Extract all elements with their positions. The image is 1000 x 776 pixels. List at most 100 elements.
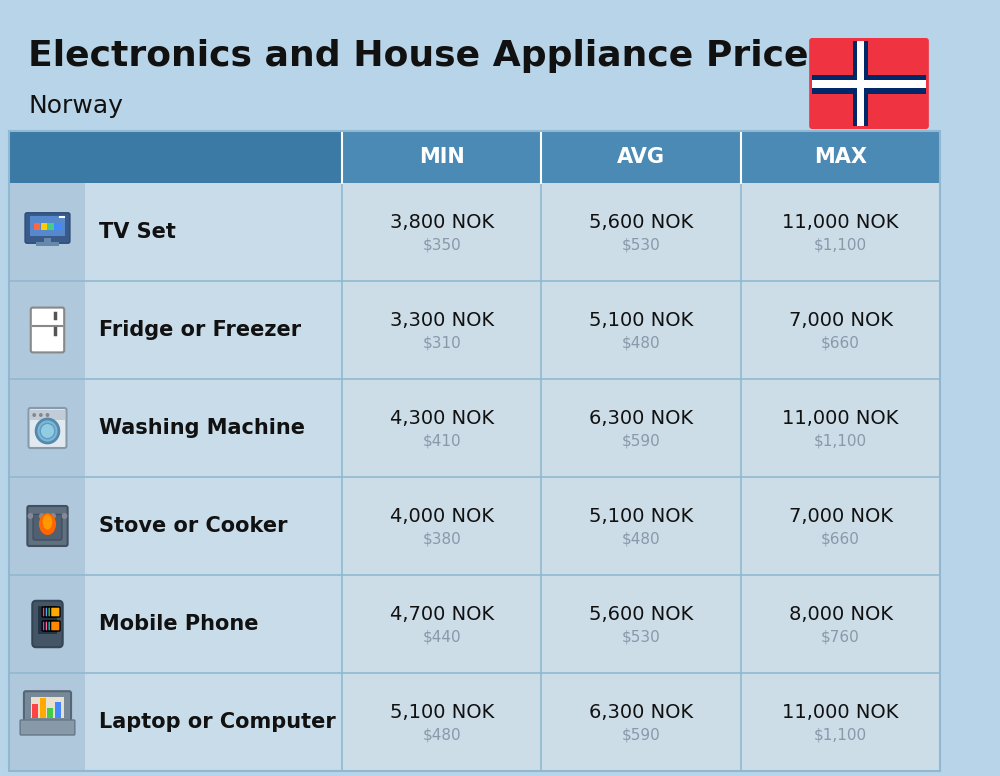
Text: 6,300 NOK: 6,300 NOK — [589, 408, 693, 428]
Bar — [55, 702, 61, 718]
Bar — [40, 698, 46, 718]
Bar — [54, 223, 61, 230]
Bar — [9, 131, 85, 183]
Bar — [30, 216, 65, 237]
FancyBboxPatch shape — [27, 506, 68, 546]
Text: 6,300 NOK: 6,300 NOK — [589, 702, 693, 722]
FancyBboxPatch shape — [48, 621, 57, 631]
Bar — [9, 281, 85, 379]
FancyBboxPatch shape — [51, 621, 60, 631]
Text: 5,100 NOK: 5,100 NOK — [390, 702, 494, 722]
Bar — [9, 379, 940, 477]
Bar — [85, 131, 342, 183]
Circle shape — [28, 513, 33, 519]
Text: $440: $440 — [422, 629, 461, 645]
Text: Norway: Norway — [28, 94, 123, 118]
Text: 5,600 NOK: 5,600 NOK — [589, 605, 693, 623]
Text: $590: $590 — [622, 728, 660, 743]
Circle shape — [39, 513, 45, 519]
Text: Electronics and House Appliance Prices: Electronics and House Appliance Prices — [28, 39, 830, 73]
FancyBboxPatch shape — [20, 720, 75, 735]
FancyBboxPatch shape — [45, 607, 54, 617]
Bar — [85, 673, 342, 771]
Text: $480: $480 — [622, 532, 660, 546]
Circle shape — [39, 413, 43, 417]
FancyBboxPatch shape — [28, 408, 66, 448]
Text: $380: $380 — [422, 532, 461, 546]
Bar — [41, 223, 47, 230]
Text: Stove or Cooker: Stove or Cooker — [99, 516, 287, 536]
Text: 4,300 NOK: 4,300 NOK — [390, 408, 494, 428]
Circle shape — [36, 419, 59, 443]
Ellipse shape — [39, 513, 56, 535]
FancyBboxPatch shape — [42, 621, 52, 631]
Bar — [9, 673, 85, 771]
Text: $1,100: $1,100 — [814, 434, 867, 449]
Circle shape — [32, 413, 36, 417]
FancyBboxPatch shape — [24, 691, 71, 724]
Text: 8,000 NOK: 8,000 NOK — [789, 605, 893, 623]
FancyBboxPatch shape — [25, 213, 70, 243]
Bar — [47, 708, 53, 718]
FancyBboxPatch shape — [32, 601, 63, 647]
FancyBboxPatch shape — [51, 607, 60, 617]
Bar — [853, 41, 868, 126]
Text: $590: $590 — [622, 434, 660, 449]
Text: $350: $350 — [422, 237, 461, 252]
Text: $480: $480 — [622, 335, 660, 351]
Text: $660: $660 — [821, 335, 860, 351]
Bar — [9, 575, 85, 673]
Bar — [85, 183, 342, 281]
Bar — [85, 379, 342, 477]
Bar — [9, 281, 940, 379]
Text: $760: $760 — [821, 629, 860, 645]
Bar — [9, 379, 85, 477]
Text: 7,000 NOK: 7,000 NOK — [789, 507, 893, 525]
Text: 11,000 NOK: 11,000 NOK — [782, 213, 899, 231]
Text: 4,000 NOK: 4,000 NOK — [390, 507, 494, 525]
Bar — [857, 41, 864, 126]
Bar — [9, 477, 85, 575]
FancyBboxPatch shape — [31, 307, 64, 352]
Text: $660: $660 — [821, 532, 860, 546]
Ellipse shape — [43, 514, 52, 529]
Text: $530: $530 — [622, 629, 660, 645]
Bar — [34, 223, 40, 230]
FancyBboxPatch shape — [48, 607, 57, 617]
Text: $480: $480 — [422, 728, 461, 743]
Bar — [31, 697, 64, 718]
Text: 11,000 NOK: 11,000 NOK — [782, 408, 899, 428]
Bar — [38, 606, 57, 634]
Bar — [85, 575, 342, 673]
FancyBboxPatch shape — [809, 38, 929, 129]
Text: 3,300 NOK: 3,300 NOK — [390, 310, 494, 330]
Circle shape — [46, 413, 49, 417]
Text: TV Set: TV Set — [99, 222, 176, 242]
Bar — [85, 281, 342, 379]
Text: 11,000 NOK: 11,000 NOK — [782, 702, 899, 722]
Text: Mobile Phone: Mobile Phone — [99, 614, 258, 634]
Bar — [36, 242, 59, 246]
FancyBboxPatch shape — [33, 514, 62, 540]
Circle shape — [62, 513, 67, 519]
Text: MIN: MIN — [419, 147, 465, 167]
Bar — [9, 183, 85, 281]
Text: $1,100: $1,100 — [814, 728, 867, 743]
Bar — [85, 477, 342, 575]
Bar — [32, 704, 38, 718]
Bar — [47, 223, 54, 230]
Text: $530: $530 — [622, 237, 660, 252]
Text: 5,600 NOK: 5,600 NOK — [589, 213, 693, 231]
Text: 5,100 NOK: 5,100 NOK — [589, 507, 693, 525]
Text: Laptop or Computer: Laptop or Computer — [99, 712, 336, 732]
Text: MAX: MAX — [814, 147, 867, 167]
Text: 7,000 NOK: 7,000 NOK — [789, 310, 893, 330]
Text: 5,100 NOK: 5,100 NOK — [589, 310, 693, 330]
Text: $410: $410 — [422, 434, 461, 449]
Text: $1,100: $1,100 — [814, 237, 867, 252]
Text: 3,800 NOK: 3,800 NOK — [390, 213, 494, 231]
Text: Fridge or Freezer: Fridge or Freezer — [99, 320, 301, 340]
Bar — [812, 75, 926, 94]
Text: 4,700 NOK: 4,700 NOK — [390, 605, 494, 623]
Bar — [9, 477, 940, 575]
